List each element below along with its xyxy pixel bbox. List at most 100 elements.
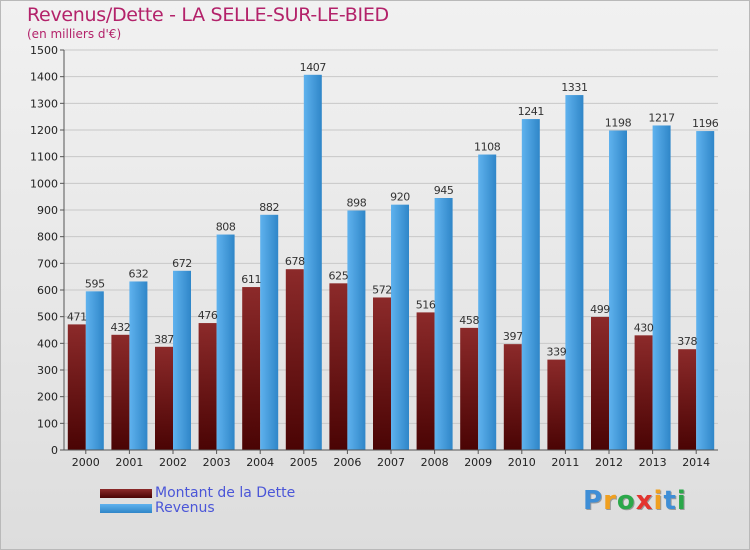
bar-revenus-2010 xyxy=(521,119,540,451)
label-dette-2012: 499 xyxy=(590,303,610,316)
label-revenus-2006: 898 xyxy=(347,197,367,210)
x-tick-label-2000: 2000 xyxy=(72,456,100,469)
logo-letter: o xyxy=(616,486,636,516)
y-tick-label: 0 xyxy=(51,444,58,457)
x-tick-label-2013: 2013 xyxy=(639,456,667,469)
bar-revenus-2007 xyxy=(391,204,409,450)
logo-letter: i xyxy=(676,486,687,516)
y-tick-label: 700 xyxy=(37,257,58,270)
y-tick-label: 400 xyxy=(37,337,58,350)
x-tick-label-2008: 2008 xyxy=(421,456,449,469)
label-dette-2011: 339 xyxy=(547,346,567,359)
label-dette-2001: 432 xyxy=(111,321,131,334)
logo-letter: t xyxy=(663,486,677,516)
y-tick-label: 200 xyxy=(37,391,58,404)
bar-dette-2003 xyxy=(198,323,217,450)
label-dette-2005: 678 xyxy=(285,255,305,268)
proxiti-logo: Proxiti xyxy=(583,486,687,516)
y-tick-label: 1000 xyxy=(30,177,58,190)
x-tick-label-2014: 2014 xyxy=(682,456,710,469)
y-tick-label: 1200 xyxy=(30,124,58,137)
x-tick-label-2002: 2002 xyxy=(159,456,187,469)
bar-revenus-2013 xyxy=(652,125,671,450)
label-revenus-2008: 945 xyxy=(434,184,454,197)
label-revenus-2009: 1108 xyxy=(474,141,501,154)
label-dette-2006: 625 xyxy=(329,269,349,282)
label-dette-2009: 458 xyxy=(459,314,479,327)
logo-letter: P xyxy=(583,486,604,516)
data-labels: 471 595 432 632 387 672 476 808 611 882 678 1407 625… xyxy=(67,61,719,359)
legend-label-revenus: Revenus xyxy=(155,500,215,516)
chart-title: Revenus/Dette - LA SELLE-SUR-LE-BIED xyxy=(27,4,389,26)
bar-dette-2008 xyxy=(416,312,435,450)
bar-revenus-2011 xyxy=(565,95,584,451)
bar-dette-2001 xyxy=(111,334,130,450)
legend-swatch-dette xyxy=(100,489,152,498)
label-revenus-2005: 1407 xyxy=(300,61,327,74)
label-revenus-2000: 595 xyxy=(85,277,105,290)
bar-dette-2002 xyxy=(155,346,173,450)
label-revenus-2011: 1331 xyxy=(561,81,587,94)
bar-dette-2009 xyxy=(460,327,479,450)
x-axis-ticks: 2000 2001 2002 2003 2004 2005 2006 2007 2008 2009… xyxy=(72,450,710,469)
y-axis-ticks: 0 100 200 300 400 500 600 700 800 900 1000 1100 1200… xyxy=(30,44,64,457)
label-revenus-2003: 808 xyxy=(216,221,236,234)
bars xyxy=(67,74,715,451)
x-tick-label-2012: 2012 xyxy=(595,456,623,469)
x-tick-label-2006: 2006 xyxy=(333,456,361,469)
x-tick-label-2011: 2011 xyxy=(551,456,579,469)
label-dette-2003: 476 xyxy=(198,309,218,322)
label-revenus-2002: 672 xyxy=(172,257,192,270)
chart-subtitle: (en milliers d'€) xyxy=(27,27,122,41)
legend-swatch-revenus xyxy=(100,504,152,513)
bar-dette-2006 xyxy=(329,283,348,450)
bar-revenus-2009 xyxy=(478,154,497,451)
label-dette-2008: 516 xyxy=(416,298,436,311)
x-tick-label-2009: 2009 xyxy=(464,456,492,469)
label-dette-2000: 471 xyxy=(67,310,87,323)
y-tick-label: 300 xyxy=(37,364,58,377)
bar-dette-2013 xyxy=(634,335,653,450)
bar-dette-2010 xyxy=(503,344,522,450)
legend-label-dette: Montant de la Dette xyxy=(155,485,296,501)
label-revenus-2012: 1198 xyxy=(605,117,632,130)
bar-dette-2004 xyxy=(242,287,261,450)
logo-letter: r xyxy=(603,486,617,516)
label-revenus-2010: 1241 xyxy=(518,105,544,118)
bar-dette-2014 xyxy=(678,349,697,450)
label-revenus-2013: 1217 xyxy=(648,111,675,124)
y-tick-label: 100 xyxy=(37,417,58,430)
y-tick-label: 900 xyxy=(37,204,58,217)
bar-revenus-2008 xyxy=(434,198,453,450)
y-tick-label: 500 xyxy=(37,311,58,324)
bar-revenus-2002 xyxy=(173,270,191,450)
y-tick-label: 1100 xyxy=(30,151,58,164)
label-dette-2007: 572 xyxy=(372,283,392,296)
bar-revenus-2006 xyxy=(347,210,366,450)
bar-revenus-2004 xyxy=(260,214,279,450)
axes xyxy=(63,50,718,451)
y-tick-label: 1400 xyxy=(30,71,58,84)
x-tick-label-2007: 2007 xyxy=(377,456,405,469)
x-tick-label-2005: 2005 xyxy=(290,456,318,469)
logo-letter: x xyxy=(635,486,654,516)
bar-dette-2012 xyxy=(591,316,609,450)
bar-dette-2005 xyxy=(285,269,304,450)
bar-dette-2007 xyxy=(373,297,391,450)
label-revenus-2001: 632 xyxy=(129,267,149,280)
bar-revenus-2003 xyxy=(216,234,235,450)
label-revenus-2007: 920 xyxy=(390,191,410,204)
bar-dette-2000 xyxy=(67,324,86,450)
bar-revenus-2012 xyxy=(609,130,627,451)
label-revenus-2004: 882 xyxy=(259,201,279,214)
x-tick-label-2001: 2001 xyxy=(115,456,143,469)
x-tick-label-2010: 2010 xyxy=(508,456,536,469)
bar-dette-2011 xyxy=(547,359,566,450)
bar-revenus-2001 xyxy=(129,281,148,450)
y-tick-label: 1300 xyxy=(30,97,58,110)
logo-letter: i xyxy=(653,486,664,516)
x-tick-label-2003: 2003 xyxy=(203,456,231,469)
bar-revenus-2005 xyxy=(303,74,322,451)
bar-revenus-2014 xyxy=(696,131,715,451)
